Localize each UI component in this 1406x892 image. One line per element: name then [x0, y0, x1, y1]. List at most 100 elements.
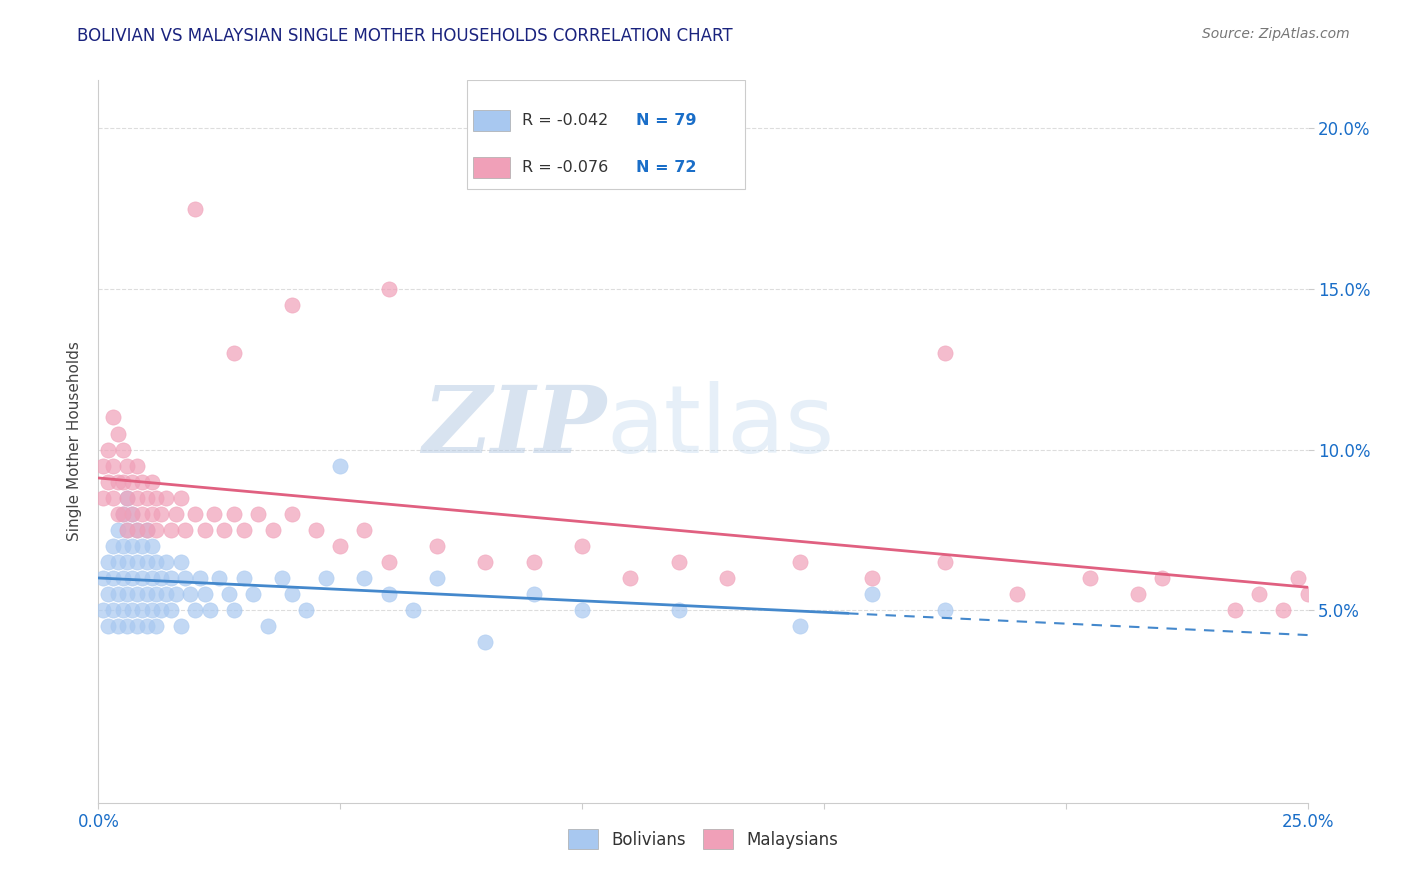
Point — [377, 555, 399, 569]
Point — [860, 587, 883, 601]
Point — [155, 491, 177, 505]
Point — [141, 571, 163, 585]
Point — [716, 571, 738, 585]
Point — [198, 603, 221, 617]
Point — [256, 619, 278, 633]
Point — [135, 587, 157, 601]
Point — [179, 587, 201, 601]
Point — [222, 507, 245, 521]
Point — [222, 603, 245, 617]
Point — [377, 282, 399, 296]
Point — [101, 410, 124, 425]
Point — [127, 523, 149, 537]
Point — [934, 555, 956, 569]
Point — [97, 475, 120, 489]
Point — [101, 491, 124, 505]
Point — [1078, 571, 1101, 585]
Point — [232, 523, 254, 537]
Point — [184, 202, 207, 216]
Point — [117, 491, 139, 505]
Point — [101, 458, 124, 473]
FancyBboxPatch shape — [467, 80, 745, 189]
Point — [131, 603, 153, 617]
Point — [117, 619, 139, 633]
Point — [262, 523, 284, 537]
Point — [247, 507, 270, 521]
Point — [222, 346, 245, 360]
Point — [111, 475, 134, 489]
Point — [121, 539, 143, 553]
Point — [160, 603, 183, 617]
Point — [571, 603, 593, 617]
Point — [571, 539, 593, 553]
Point — [97, 587, 120, 601]
Point — [174, 571, 197, 585]
Point — [97, 555, 120, 569]
Point — [117, 523, 139, 537]
Point — [271, 571, 294, 585]
Point — [1286, 571, 1309, 585]
Point — [111, 507, 134, 521]
Point — [121, 571, 143, 585]
Point — [155, 555, 177, 569]
Point — [860, 571, 883, 585]
Point — [150, 507, 173, 521]
Point — [169, 619, 191, 633]
Point — [101, 571, 124, 585]
Text: Source: ZipAtlas.com: Source: ZipAtlas.com — [1202, 27, 1350, 41]
Point — [184, 603, 207, 617]
Point — [218, 587, 240, 601]
Point — [315, 571, 337, 585]
Point — [135, 491, 157, 505]
Point — [523, 587, 546, 601]
Point — [111, 603, 134, 617]
Point — [97, 442, 120, 457]
Point — [1344, 587, 1367, 601]
Point — [1306, 603, 1329, 617]
Point — [131, 539, 153, 553]
Point — [145, 619, 167, 633]
Point — [160, 523, 183, 537]
Point — [305, 523, 328, 537]
Point — [107, 619, 129, 633]
Point — [281, 507, 304, 521]
Point — [668, 555, 690, 569]
Point — [91, 458, 114, 473]
Text: ZIP: ZIP — [422, 382, 606, 472]
Point — [1336, 603, 1358, 617]
Point — [1296, 587, 1319, 601]
Point — [107, 523, 129, 537]
Point — [107, 507, 129, 521]
Point — [194, 587, 217, 601]
Point — [353, 523, 375, 537]
Point — [117, 555, 139, 569]
Point — [121, 603, 143, 617]
Point — [131, 571, 153, 585]
Point — [329, 458, 352, 473]
Point — [1128, 587, 1150, 601]
Point — [165, 587, 187, 601]
Point — [426, 539, 449, 553]
Point — [281, 587, 304, 601]
Point — [145, 523, 167, 537]
Point — [474, 635, 496, 649]
Point — [934, 603, 956, 617]
Point — [107, 426, 129, 441]
Point — [242, 587, 264, 601]
Point — [107, 475, 129, 489]
Point — [184, 507, 207, 521]
Legend: Bolivians, Malaysians: Bolivians, Malaysians — [561, 822, 845, 856]
Point — [208, 571, 231, 585]
FancyBboxPatch shape — [474, 157, 509, 178]
Point — [619, 571, 641, 585]
Point — [281, 298, 304, 312]
Point — [121, 507, 143, 521]
Point — [169, 555, 191, 569]
Point — [131, 475, 153, 489]
Point — [474, 555, 496, 569]
Point — [789, 619, 811, 633]
Point — [160, 571, 183, 585]
Point — [117, 587, 139, 601]
Point — [117, 491, 139, 505]
Point — [107, 587, 129, 601]
